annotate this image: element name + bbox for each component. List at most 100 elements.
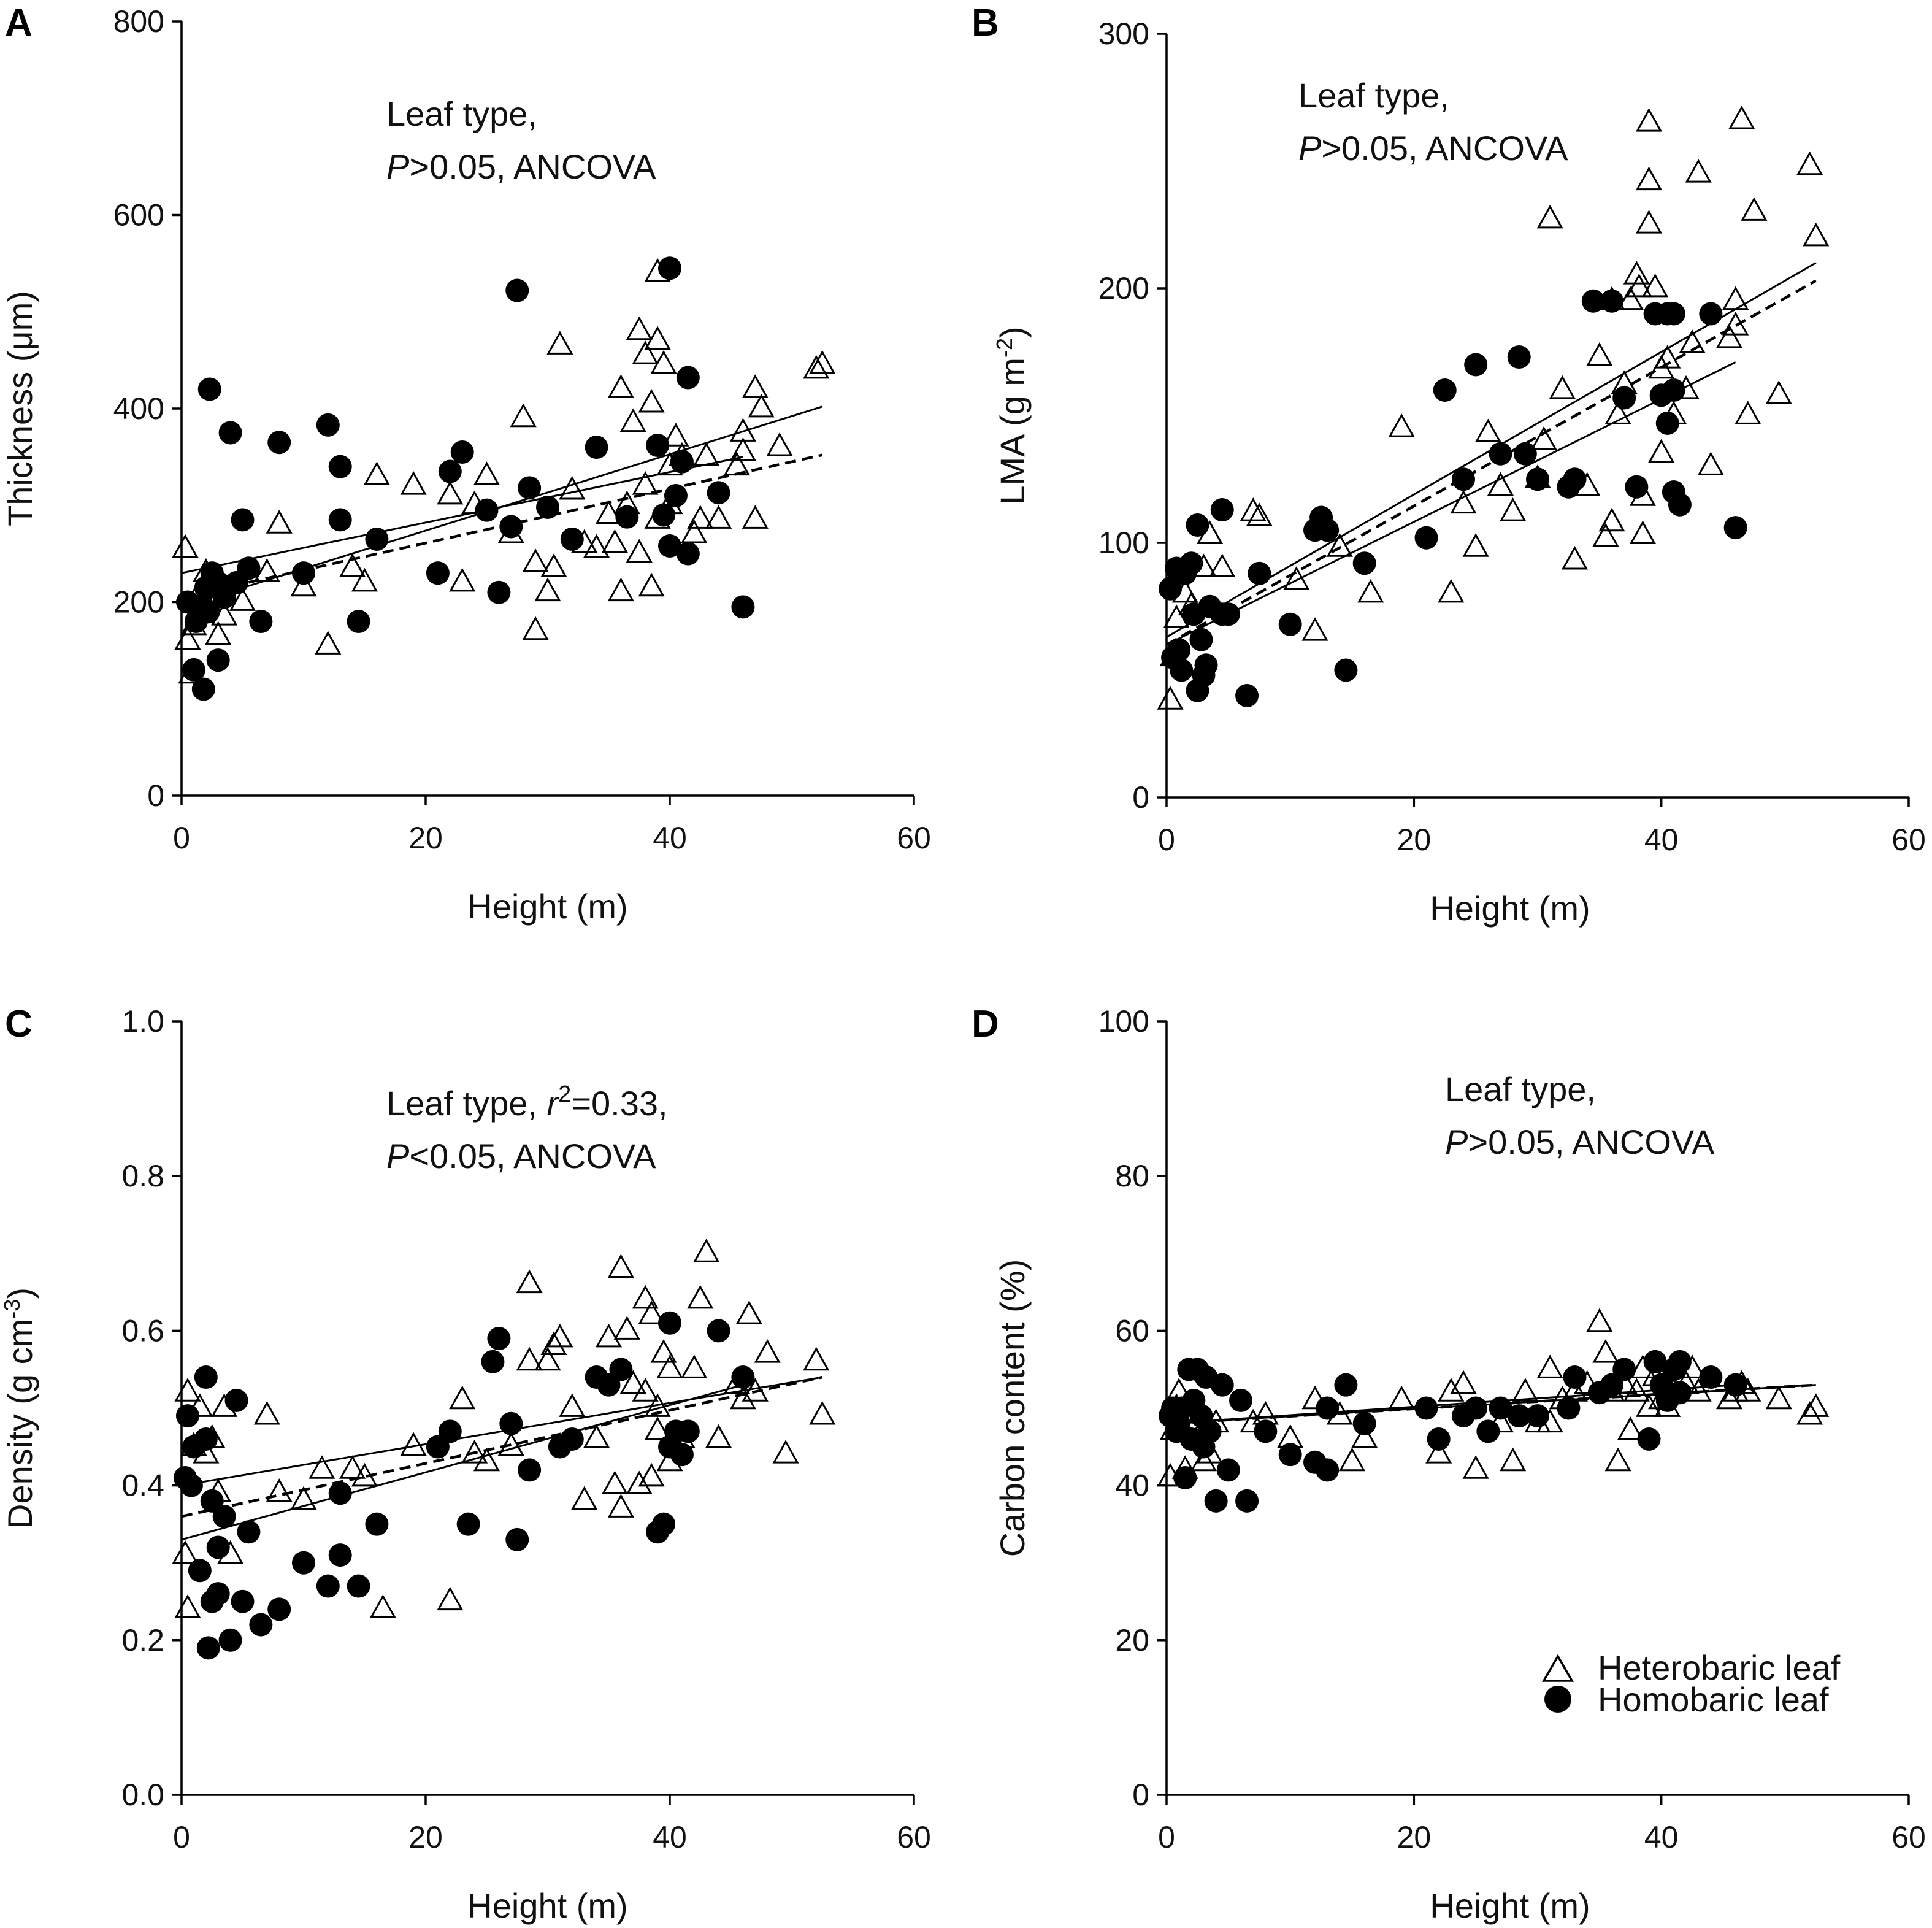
panel-a-heterobaric-point	[809, 350, 836, 374]
panel-b-homobaric-point	[1526, 467, 1549, 491]
panel-b-y-axis-title: LMA (g m-2)	[992, 326, 1032, 504]
panel-c-heterobaric-point	[449, 1385, 476, 1410]
panel-c-heterobaric-point	[595, 1323, 623, 1348]
panel-d-homobaric-point	[1464, 1396, 1488, 1420]
panel-d-homobaric-point	[1198, 1419, 1222, 1443]
panel-a-heterobaric-point	[748, 393, 775, 418]
panel-b-x-tick-label: 60	[1892, 823, 1926, 857]
panel-a-homobaric-point	[206, 648, 230, 672]
panel-a-heterobaric-point	[662, 423, 689, 447]
panel-a-heterobaric-point	[522, 616, 549, 640]
panel-a-heterobaric-point	[626, 316, 653, 340]
panel-a-y-tick-label: 800	[113, 4, 164, 39]
panel-a-heterobaric-point	[632, 471, 659, 495]
panel-d-homobaric-point	[1637, 1427, 1661, 1451]
panel-a-heterobaric-point	[315, 631, 342, 655]
panel-d-heterobaric-point	[1685, 1378, 1712, 1402]
panel-a-heterobaric-point	[351, 567, 378, 592]
panel-c-homobaric-point	[316, 1574, 340, 1598]
panel-a-heterobaric-point	[546, 331, 573, 355]
panel-c-y-axis-title: Density (g cm-3)	[0, 1288, 39, 1529]
panel-c-heterobaric-point	[186, 1393, 213, 1417]
panel-c-homobaric-point	[179, 1473, 203, 1497]
panel-d-heterobaric-point	[1388, 1385, 1415, 1410]
legend-heterobaric-marker	[1541, 1654, 1574, 1682]
panel-a: A 0 200 400 600 800 0 20 40 60 Height (m) Thicknes…	[1, 2, 931, 926]
panel-a-homobaric-point	[191, 677, 215, 701]
panel-b-homobaric-point	[1179, 551, 1203, 575]
panel-d-annotation-line1: Leaf type,	[1445, 1070, 1596, 1108]
panel-a-homobaric-point	[182, 658, 205, 682]
panel-c-homobaric-point	[218, 1628, 242, 1652]
panel-d-y-tick-label: 40	[1115, 1469, 1149, 1503]
panel-a-homobaric-point	[731, 595, 755, 619]
panel-a-heterobaric-point	[687, 505, 714, 529]
panel-b-homobaric-point	[1167, 638, 1191, 662]
panel-letter-d: D	[972, 1003, 999, 1045]
panel-a-heterobaric-point	[510, 403, 537, 428]
panel-d-y-tick-label: 20	[1115, 1623, 1149, 1657]
panel-c-homobaric-point	[731, 1365, 755, 1389]
panel-b-homobaric-point	[1334, 658, 1358, 682]
panel-a-heterobaric-point	[638, 572, 665, 597]
panel-a-heterobaric-point	[742, 374, 769, 398]
panel-c-heterobaric-point	[516, 1269, 543, 1294]
panel-letter-b: B	[972, 2, 999, 44]
panel-b-homobaric-point	[1612, 386, 1636, 410]
panel-b-heterobaric-point	[1625, 273, 1652, 298]
panel-c-homobaric-point	[249, 1613, 273, 1637]
panel-c-annotation-line1: Leaf type, r2=0.33,	[386, 1081, 668, 1123]
panel-c-heterobaric-point	[687, 1285, 714, 1309]
panel-b-heterobaric-point	[1561, 545, 1589, 570]
panel-c-heterobaric-point	[705, 1424, 732, 1448]
panel-c-homobaric-point	[212, 1505, 236, 1529]
panel-a-heterobaric-point	[601, 529, 629, 553]
panel-b-heterobaric-point	[1635, 210, 1663, 234]
panel-c-homobaric-point	[175, 1404, 199, 1428]
panel-b-heterobaric-point	[1157, 686, 1184, 710]
panel-a-heterobaric-point	[650, 350, 677, 374]
panel-c-annotation-line2: P<0.05, ANCOVA	[386, 1137, 656, 1175]
panel-b-heterobaric-point	[1635, 166, 1663, 191]
panel-letter-a: A	[5, 2, 33, 44]
panel-d-homobaric-point	[1254, 1419, 1278, 1443]
panel-c-homobaric-point	[188, 1559, 212, 1583]
panel-b-x-tick-label: 40	[1644, 823, 1679, 857]
panel-b-homobaric-point	[1625, 475, 1649, 499]
panel-c-heterobaric-point	[742, 1378, 769, 1402]
panel-c-homobaric-point	[206, 1582, 230, 1606]
panel-b-heterobaric-point	[1240, 497, 1267, 521]
panel-b-heterobaric-point	[1654, 345, 1681, 369]
panel-b-heterobaric-point	[1679, 329, 1706, 353]
panel-a-homobaric-point	[231, 508, 255, 532]
panel-d-heterobaric-point	[1586, 1308, 1613, 1332]
panel-a-heterobaric-point	[559, 475, 586, 500]
panel-c: C 0.0 0.2 0.4 0.6 0.8 1.0 0 20 40 60 Height (m) Den…	[0, 1003, 931, 1925]
panel-c-heterobaric-point	[174, 1594, 201, 1618]
panel-d-homobaric-point	[1668, 1350, 1692, 1373]
panel-b-heterobaric-point	[1635, 108, 1663, 132]
panel-d-heterobaric-point	[1450, 1370, 1477, 1394]
panel-a-homobaric-point	[615, 505, 639, 529]
panel-a-heterobaric-point	[681, 519, 708, 543]
panel-d-homobaric-point	[1414, 1396, 1438, 1420]
panel-c-homobaric-point	[365, 1512, 389, 1536]
panel-d-heterobaric-point	[1623, 1378, 1650, 1402]
panel-b-homobaric-point	[1655, 411, 1679, 435]
panel-a-homobaric-point	[676, 542, 700, 566]
panel-b-heterobaric-point	[1592, 523, 1619, 547]
panel-c-x-tick-label: 0	[173, 1820, 190, 1854]
panel-c-homobaric-point	[206, 1535, 230, 1559]
panel-c-heterobaric-point	[644, 1416, 671, 1440]
panel-d-y-tick-label: 80	[1115, 1159, 1149, 1193]
panel-d-homobaric-point	[1507, 1404, 1531, 1428]
panel-a-heterobaric-point	[437, 480, 464, 505]
panel-a-homobaric-point	[487, 580, 511, 604]
panel-b-homobaric-point	[1235, 684, 1259, 707]
panel-b-homobaric-point	[1414, 526, 1438, 550]
panel-b: B 0 100 200 300 0 20 40 60 Height (m) LMA (g m-2)…	[972, 2, 1926, 928]
panel-c-heterobaric-point	[735, 1300, 762, 1324]
panel-d-heterobaric-point	[1803, 1393, 1830, 1417]
panel-c-homobaric-point	[237, 1520, 261, 1544]
